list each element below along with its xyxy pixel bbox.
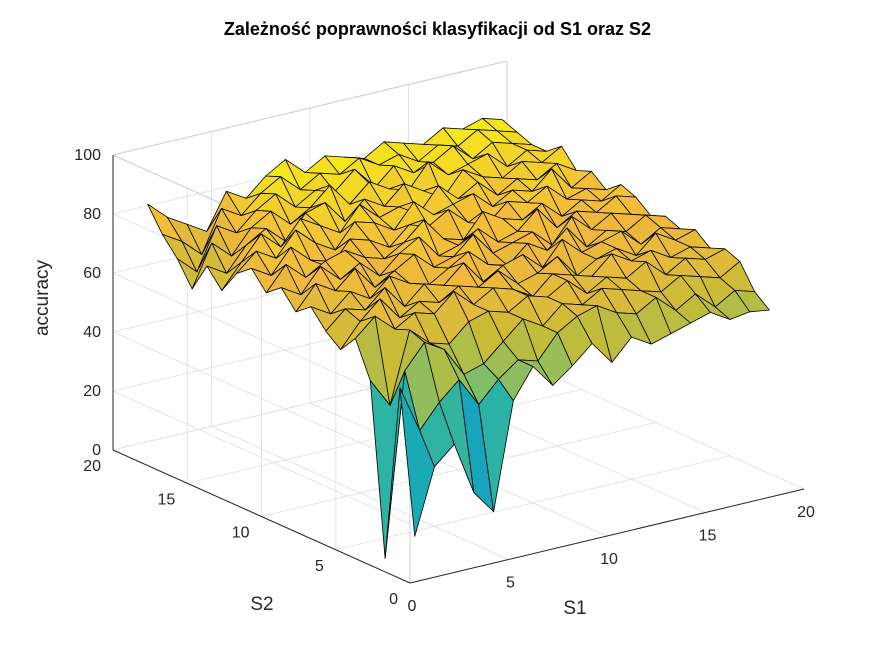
z-tick-label: 100 [74, 147, 101, 164]
x-tick-label: 15 [699, 528, 717, 545]
z-tick-label: 20 [83, 383, 101, 400]
x-tick-label: 20 [797, 504, 815, 521]
x-tick-label: 0 [408, 598, 417, 615]
y-tick-label: 15 [158, 491, 176, 508]
z-tick-label: 80 [83, 206, 101, 223]
surface-face [734, 289, 770, 313]
chart-title: Zależność poprawności klasyfikacji od S1… [223, 19, 652, 39]
z-tick-label: 0 [92, 442, 101, 459]
y-tick-label: 10 [232, 525, 250, 542]
surface [147, 117, 770, 559]
z-tick-label: 40 [83, 324, 101, 341]
z-tick-label: 60 [83, 265, 101, 282]
y-tick-label: 5 [315, 558, 324, 575]
box-edge [112, 60, 508, 156]
y-tick-label: 20 [83, 458, 101, 475]
x-axis-label: S1 [563, 598, 586, 619]
z-axis-label: accuracy [32, 259, 53, 336]
y-tick-label: 0 [389, 591, 398, 608]
grid-line [335, 455, 730, 551]
y-axis-line [112, 449, 411, 584]
x-tick-label: 5 [506, 575, 515, 592]
x-axis-line [409, 488, 805, 584]
x-tick-label: 10 [600, 551, 618, 568]
y-axis-label: S2 [250, 594, 273, 615]
grid-line [261, 422, 656, 517]
axes-box [112, 155, 805, 584]
